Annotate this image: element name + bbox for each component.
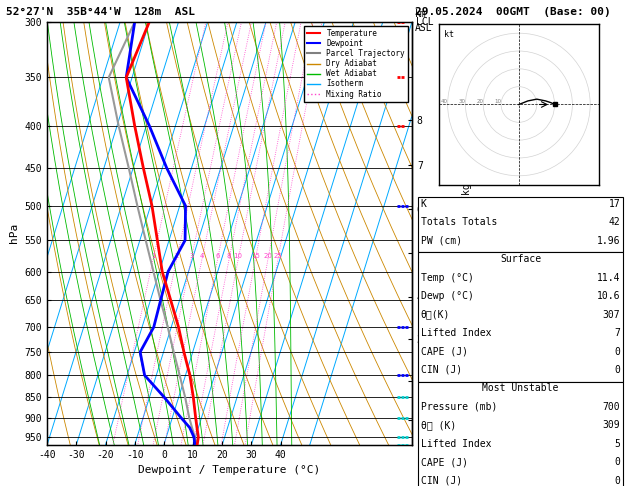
Text: LCL: LCL	[416, 17, 433, 27]
Text: θᴇ (K): θᴇ (K)	[421, 420, 456, 431]
Text: K: K	[421, 199, 426, 209]
Text: 0: 0	[615, 457, 620, 468]
Text: 8: 8	[227, 253, 231, 260]
Text: Mixing Ratio (g/kg): Mixing Ratio (g/kg)	[462, 177, 472, 289]
Text: 20: 20	[264, 253, 272, 260]
Text: 0: 0	[615, 476, 620, 486]
Legend: Temperature, Dewpoint, Parcel Trajectory, Dry Adiabat, Wet Adiabat, Isotherm, Mi: Temperature, Dewpoint, Parcel Trajectory…	[304, 26, 408, 102]
Text: km: km	[415, 9, 427, 19]
Text: θᴇ(K): θᴇ(K)	[421, 310, 450, 320]
Text: 3: 3	[189, 253, 194, 260]
Text: 10.6: 10.6	[597, 291, 620, 301]
Text: 15: 15	[251, 253, 260, 260]
Text: 30: 30	[459, 100, 465, 104]
Text: CIN (J): CIN (J)	[421, 365, 462, 375]
Text: PW (cm): PW (cm)	[421, 236, 462, 246]
Text: 6: 6	[215, 253, 220, 260]
Text: 25: 25	[274, 253, 282, 260]
Text: CIN (J): CIN (J)	[421, 476, 462, 486]
Text: 10: 10	[234, 253, 243, 260]
Y-axis label: hPa: hPa	[9, 223, 19, 243]
Text: 2: 2	[174, 253, 179, 260]
Text: 17: 17	[608, 199, 620, 209]
Text: 309: 309	[603, 420, 620, 431]
Text: CAPE (J): CAPE (J)	[421, 347, 468, 357]
Text: kt: kt	[444, 30, 454, 39]
Text: 29.05.2024  00GMT  (Base: 00): 29.05.2024 00GMT (Base: 00)	[415, 7, 611, 17]
Text: Totals Totals: Totals Totals	[421, 217, 497, 227]
Text: 10: 10	[494, 100, 501, 104]
Text: CAPE (J): CAPE (J)	[421, 457, 468, 468]
Text: Pressure (mb): Pressure (mb)	[421, 402, 497, 412]
Text: 0: 0	[615, 365, 620, 375]
Text: 1.96: 1.96	[597, 236, 620, 246]
Text: Temp (°C): Temp (°C)	[421, 273, 474, 283]
Text: Lifted Index: Lifted Index	[421, 439, 491, 449]
Text: Most Unstable: Most Unstable	[482, 383, 559, 394]
Text: 5: 5	[615, 439, 620, 449]
Text: 20: 20	[476, 100, 483, 104]
Text: 7: 7	[615, 328, 620, 338]
Text: Lifted Index: Lifted Index	[421, 328, 491, 338]
Text: 40: 40	[441, 100, 448, 104]
Text: 1: 1	[151, 253, 155, 260]
Text: 0: 0	[615, 347, 620, 357]
Text: Dewp (°C): Dewp (°C)	[421, 291, 474, 301]
Text: 307: 307	[603, 310, 620, 320]
X-axis label: Dewpoint / Temperature (°C): Dewpoint / Temperature (°C)	[138, 465, 321, 475]
Text: ASL: ASL	[415, 22, 433, 33]
Text: 52°27'N  35B°44'W  128m  ASL: 52°27'N 35B°44'W 128m ASL	[6, 7, 195, 17]
Text: 11.4: 11.4	[597, 273, 620, 283]
Text: Surface: Surface	[500, 254, 541, 264]
Text: 700: 700	[603, 402, 620, 412]
Text: 42: 42	[608, 217, 620, 227]
Text: 4: 4	[200, 253, 204, 260]
